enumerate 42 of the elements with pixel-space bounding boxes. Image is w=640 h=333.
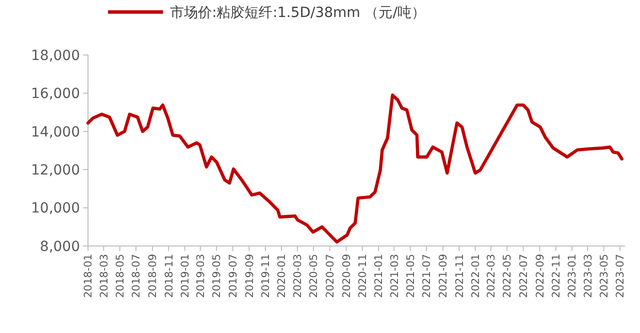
- x-tick-label: 2022-09: [534, 254, 546, 298]
- x-tick-label: 2021-03: [388, 254, 401, 298]
- x-tick-label: 2018-01: [82, 254, 95, 298]
- x-tick-label: 2022-05: [502, 254, 514, 298]
- x-tick-label: 2019-03: [195, 254, 208, 298]
- x-tick-label: 2020-09: [340, 254, 353, 298]
- x-tick-label: 2020-03: [292, 254, 304, 298]
- x-tick-label: 2023-01: [566, 254, 579, 298]
- x-tick-label: 2019-07: [227, 254, 240, 298]
- x-tick-label: 2020-11: [357, 254, 370, 298]
- x-tick-label: 2018-09: [147, 254, 160, 298]
- line-series: [86, 94, 624, 244]
- x-tick-label: 2022-07: [518, 254, 530, 298]
- x-tick-label: 2020-07: [324, 254, 336, 298]
- x-tick-label: 2021-01: [373, 254, 386, 298]
- x-tick-label: 2019-01: [179, 254, 192, 298]
- x-tick-label: 2021-09: [438, 254, 450, 298]
- x-tick-label: 2023-03: [582, 254, 594, 298]
- x-tick-label: 2022-11: [550, 254, 562, 298]
- x-tick-label: 2019-05: [211, 254, 224, 298]
- x-tick-label: 2018-11: [163, 254, 176, 298]
- y-tick-label: 10,000: [31, 200, 80, 217]
- x-tick-label: 2019-09: [244, 254, 256, 298]
- x-tick-label: 2023-07: [614, 254, 627, 298]
- y-tick-label: 14,000: [31, 124, 80, 140]
- x-tick-label: 2020-05: [308, 254, 320, 298]
- x-tick-label: 2018-05: [114, 254, 126, 298]
- x-tick-label: 2020-01: [276, 254, 288, 298]
- x-tick-label: 2019-11: [260, 254, 272, 298]
- x-tick-label: 2018-07: [130, 254, 143, 298]
- x-tick-label: 2018-03: [98, 254, 110, 298]
- x-tick-label: 2023-05: [598, 254, 610, 298]
- x-tick-label: 2021-05: [404, 254, 417, 298]
- legend-label: 市场价:粘胶短纤:1.5D/38mm （元/吨）: [170, 4, 426, 21]
- x-tick-label: 2022-01: [470, 254, 482, 298]
- y-tick-label: 12,000: [31, 162, 80, 178]
- x-tick-label: 2021-07: [421, 254, 434, 298]
- x-tick-label: 2021-11: [454, 254, 466, 298]
- x-tick-label: 2022-03: [486, 254, 498, 298]
- y-tick-label: 18,000: [31, 48, 80, 64]
- y-tick-label: 8,000: [40, 238, 80, 255]
- y-tick-label: 16,000: [31, 86, 80, 102]
